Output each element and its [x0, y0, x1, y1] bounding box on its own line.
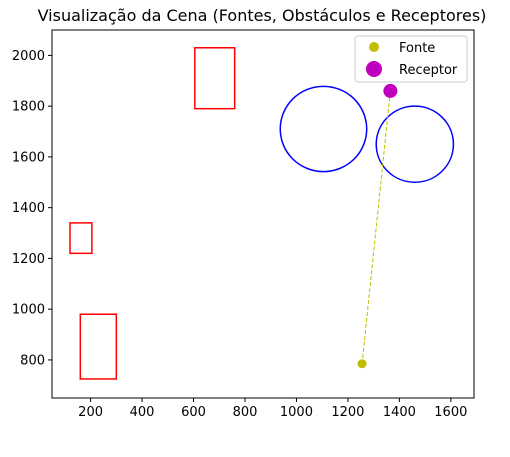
x-tick-label-1000: 1000	[280, 405, 313, 420]
x-tick-label-800: 800	[233, 405, 258, 420]
legend-label-receptor: Receptor	[399, 63, 458, 78]
y-tick-label-800: 800	[20, 353, 45, 368]
y-tick-label-1000: 1000	[12, 303, 45, 318]
rectangle-obstacle-3	[79, 313, 118, 380]
y-tick-label-1600: 1600	[12, 150, 45, 165]
x-tick-label-1200: 1200	[331, 405, 364, 420]
x-tick-label-400: 400	[130, 405, 155, 420]
legend-label-fonte: Fonte	[399, 41, 435, 56]
source-point-1	[357, 359, 367, 369]
rectangle-obstacle-2	[69, 222, 93, 255]
plot-layer	[69, 47, 455, 380]
legend-box	[354, 35, 468, 83]
circle-obstacle-1	[279, 85, 368, 173]
plot-frame	[51, 29, 475, 399]
axes-layer: 200 400 600 800 1000 1200 1400 1600 800 1000 1200 1…	[12, 49, 467, 420]
x-tick-label-200: 200	[78, 405, 103, 420]
legend: Fonte Receptor	[354, 35, 468, 83]
x-tick-label-600: 600	[181, 405, 206, 420]
chart-title: Visualização da Cena (Fontes, Obstáculos…	[38, 6, 487, 25]
legend-receptor-marker	[366, 61, 382, 77]
legend-source-marker	[369, 42, 379, 52]
x-tick-label-1400: 1400	[383, 405, 416, 420]
ray-path-1	[361, 90, 391, 364]
x-tick-label-1600: 1600	[434, 405, 467, 420]
y-tick-label-1800: 1800	[12, 100, 45, 115]
circle-obstacle-2	[375, 105, 455, 184]
y-tick-label-2000: 2000	[12, 49, 45, 64]
rectangle-obstacle-1	[194, 47, 236, 110]
receptor-point-1	[383, 83, 398, 98]
y-tick-label-1400: 1400	[12, 201, 45, 216]
y-tick-label-1200: 1200	[12, 252, 45, 267]
